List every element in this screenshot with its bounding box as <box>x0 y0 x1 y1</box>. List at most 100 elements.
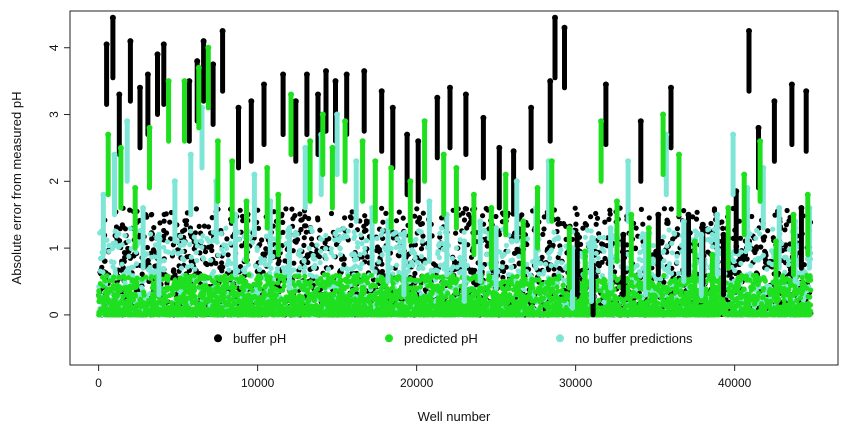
cloud-point <box>411 238 418 244</box>
cloud-point <box>602 255 608 262</box>
cloud-point <box>483 205 489 212</box>
cloud-point <box>200 233 206 239</box>
cloud-point <box>328 210 335 217</box>
cloud-point <box>188 228 194 234</box>
cloud-point <box>546 267 552 273</box>
cloud-point <box>493 213 499 220</box>
cloud-point <box>199 244 205 250</box>
cloud-point <box>711 208 718 214</box>
cloud-point <box>783 242 789 248</box>
cloud-point <box>379 228 385 234</box>
cloud-point <box>181 257 187 263</box>
cloud-point <box>128 264 135 270</box>
cloud-point <box>301 258 307 264</box>
cloud-point <box>463 206 470 212</box>
cloud-point <box>348 215 354 221</box>
cloud-point <box>280 219 286 225</box>
cloud-point <box>239 243 245 249</box>
cloud-point <box>258 260 264 266</box>
cloud-point <box>748 263 754 269</box>
cloud-point <box>317 227 323 233</box>
cloud-point <box>541 226 547 232</box>
cloud-point <box>694 209 700 215</box>
cloud-point <box>106 248 112 254</box>
cloud-point <box>297 253 303 259</box>
cloud-point <box>758 255 764 261</box>
cloud-point <box>208 257 214 263</box>
cloud-point <box>219 246 225 252</box>
cloud-point <box>262 257 268 263</box>
cloud-point <box>291 260 297 266</box>
cloud-point <box>223 225 229 231</box>
cloud-point <box>396 209 402 215</box>
cloud-point <box>163 248 169 254</box>
cloud-point <box>737 235 744 241</box>
cloud-point <box>352 253 358 259</box>
cloud-point <box>396 253 402 259</box>
cloud-point <box>303 223 309 229</box>
cloud-point <box>583 222 590 228</box>
cloud-point <box>191 234 197 240</box>
cloud-point <box>419 238 425 244</box>
cloud-point <box>548 247 555 253</box>
cloud-point <box>175 251 181 257</box>
cloud-point <box>638 206 645 212</box>
cloud-point <box>437 262 444 268</box>
cloud-point <box>338 256 345 262</box>
cloud-point <box>448 266 454 272</box>
cloud-point <box>650 242 656 249</box>
cloud-point <box>363 221 369 227</box>
cloud-point <box>211 269 217 275</box>
cloud-point <box>139 271 145 277</box>
cloud-point <box>785 258 792 264</box>
cloud-point <box>453 245 459 251</box>
cloud-point <box>454 264 460 270</box>
cloud-point <box>601 234 607 241</box>
cloud-point <box>309 228 315 234</box>
cloud-point <box>297 211 303 217</box>
cloud-point <box>516 261 522 267</box>
cloud-point <box>708 220 714 227</box>
cloud-point <box>406 263 412 269</box>
cloud-point <box>292 229 299 235</box>
cloud-point <box>503 264 509 270</box>
cloud-point <box>201 223 207 229</box>
cloud-point <box>704 237 711 243</box>
cloud-point <box>393 218 400 224</box>
cloud-point <box>359 241 365 247</box>
dense-point-cloud <box>96 205 814 318</box>
cloud-point <box>749 213 755 220</box>
cloud-point <box>224 262 230 268</box>
cloud-point <box>205 224 212 230</box>
cloud-point <box>732 268 738 274</box>
cloud-point <box>188 258 194 264</box>
cloud-point <box>704 227 711 233</box>
cloud-point <box>681 208 687 214</box>
cloud-point <box>221 250 227 256</box>
cloud-point <box>632 245 639 251</box>
cloud-point <box>668 206 674 212</box>
cloud-point <box>274 265 280 272</box>
cloud-point <box>237 264 244 270</box>
cloud-point <box>412 270 418 277</box>
cloud-point <box>552 236 559 242</box>
cloud-point <box>650 261 656 267</box>
cloud-point <box>539 254 545 260</box>
cloud-point <box>213 260 219 266</box>
cloud-point <box>480 213 486 219</box>
cloud-point <box>501 251 507 257</box>
cloud-point <box>666 268 672 274</box>
cloud-point <box>596 234 603 241</box>
cloud-point <box>317 248 324 254</box>
cloud-point <box>215 252 221 258</box>
cloud-point <box>122 254 128 261</box>
cloud-point <box>263 246 269 252</box>
cloud-point <box>201 256 207 262</box>
cloud-point <box>310 252 316 258</box>
cloud-point <box>394 262 400 268</box>
cloud-point <box>559 260 565 266</box>
cloud-point <box>187 242 193 248</box>
cloud-point <box>376 259 382 265</box>
cloud-point <box>408 243 414 249</box>
cloud-point <box>256 266 263 273</box>
